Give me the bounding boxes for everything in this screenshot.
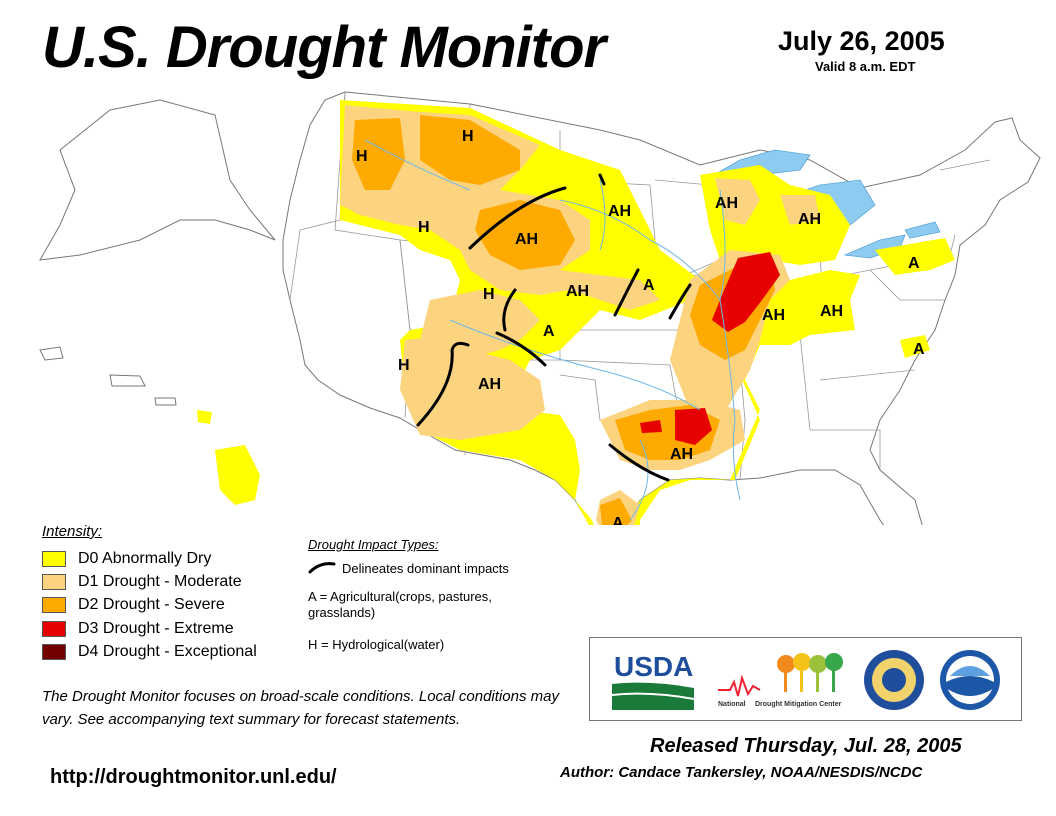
map-impact-label: A — [643, 277, 655, 294]
legend-swatch-d2 — [42, 597, 66, 613]
intensity-heading: Intensity: — [42, 523, 103, 540]
map-date: July 26, 2005 — [778, 26, 945, 56]
impact-types-heading: Drought Impact Types: — [308, 537, 439, 552]
legend-label: D1 Drought - Moderate — [78, 573, 242, 590]
map-impact-label: A — [543, 323, 555, 340]
svg-text:USDA: USDA — [614, 651, 693, 682]
author-credit: Author: Candace Tankersley, NOAA/NESDIS/… — [560, 764, 923, 781]
legend-swatch-d4 — [42, 644, 66, 660]
legend-label: D3 Drought - Extreme — [78, 620, 234, 637]
legend-label: D2 Drought - Severe — [78, 596, 225, 613]
legend-item-d2: D2 Drought - Severe — [42, 596, 225, 614]
map-impact-label: AH — [670, 446, 693, 463]
map-impact-label: A — [908, 255, 920, 272]
legend-item-d4: D4 Drought - Exceptional — [42, 643, 257, 661]
alaska-hawaii — [39, 99, 276, 406]
map-impact-label: AH — [762, 307, 785, 324]
map-impact-label: AH — [798, 211, 821, 228]
page-title: U.S. Drought Monitor — [42, 15, 606, 80]
disclaimer-text: The Drought Monitor focuses on broad-sca… — [42, 688, 559, 728]
doc-seal — [864, 650, 924, 710]
map-impact-label: H — [418, 219, 430, 236]
website-link[interactable]: http://droughtmonitor.unl.edu/ — [50, 766, 337, 788]
partner-logos: USDA National Drought Mitigation Center — [589, 637, 1022, 721]
usda-logo: USDA — [612, 651, 694, 710]
legend-item-d0: D0 Abnormally Dry — [42, 550, 211, 568]
impact-line-description: Delineates dominant impacts — [342, 561, 509, 576]
legend-swatch-d1 — [42, 574, 66, 590]
map-impact-label: AH — [715, 195, 738, 212]
ndmc-logo: National Drought Mitigation Center — [718, 653, 843, 708]
impact-agricultural: A = Agricultural(crops, pastures, grassl… — [308, 589, 492, 620]
impact-line-icon — [308, 562, 336, 574]
map-impact-label: H — [483, 286, 495, 303]
map-impact-label: AH — [515, 231, 538, 248]
legend-swatch-d0 — [42, 551, 66, 567]
map-impact-label: AH — [820, 303, 843, 320]
impact-hydrological: H = Hydrological(water) — [308, 637, 445, 652]
drought-areas — [197, 100, 955, 525]
map-impact-label: AH — [478, 376, 501, 393]
release-date: Released Thursday, Jul. 28, 2005 — [650, 735, 962, 757]
legend-item-d3: D3 Drought - Extreme — [42, 620, 234, 638]
legend-label: D0 Abnormally Dry — [78, 550, 212, 567]
legend-label: D4 Drought - Exceptional — [78, 643, 257, 660]
map-impact-label: H — [356, 148, 368, 165]
svg-text:Drought Mitigation Center: Drought Mitigation Center — [755, 701, 842, 708]
noaa-logo — [940, 650, 1000, 710]
impact-lines — [416, 173, 692, 482]
map-impact-label: H — [398, 357, 410, 374]
svg-text:National: National — [718, 701, 746, 708]
valid-time: Valid 8 a.m. EDT — [815, 59, 916, 74]
drought-map: H H H AH AH AH AH H AH A A H AH AH AH A … — [39, 91, 1041, 525]
rivers — [364, 139, 741, 521]
map-impact-label: AH — [608, 203, 631, 220]
map-impact-label: H — [462, 128, 474, 145]
map-impact-label: AH — [566, 283, 589, 300]
legend-item-d1: D1 Drought - Moderate — [42, 573, 242, 591]
map-impact-label: A — [612, 515, 624, 525]
map-impact-label: A — [913, 341, 925, 358]
legend-swatch-d3 — [42, 621, 66, 637]
